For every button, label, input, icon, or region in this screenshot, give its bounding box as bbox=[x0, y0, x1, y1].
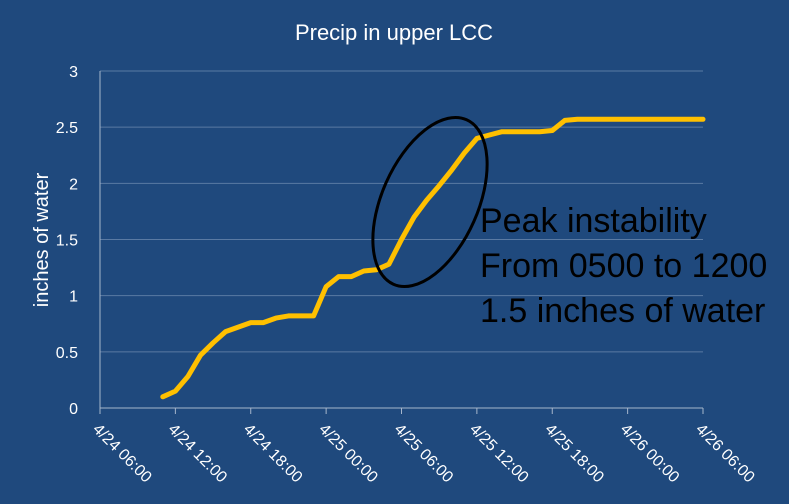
x-tick-label: 4/25 12:00 bbox=[466, 421, 532, 487]
x-tick-label: 4/25 18:00 bbox=[541, 421, 607, 487]
y-tick-label: 1.5 bbox=[56, 233, 78, 250]
series-layer bbox=[160, 116, 706, 400]
y-tick-label: 3 bbox=[69, 64, 78, 81]
series-line-precip bbox=[160, 116, 706, 400]
x-tick-label: 4/26 00:00 bbox=[617, 421, 683, 487]
y-axis-label: inches of water bbox=[31, 172, 53, 307]
x-tick-label: 4/26 06:00 bbox=[692, 421, 758, 487]
x-axis: 4/24 06:00 4/24 12:00 4/24 18:00 4/25 00:00… bbox=[89, 408, 758, 486]
chart-title: Precip in upper LCC bbox=[295, 20, 493, 45]
annotation-line-2: From 0500 to 1200 bbox=[480, 247, 767, 285]
x-tick-label: 4/24 12:00 bbox=[165, 421, 231, 487]
annotation-line-3: 1.5 inches of water bbox=[480, 292, 765, 330]
x-tick-label: 4/25 06:00 bbox=[391, 421, 457, 487]
x-tick-label: 4/24 18:00 bbox=[240, 421, 306, 487]
y-tick-label: 2 bbox=[69, 176, 78, 193]
y-tick-label: 0 bbox=[69, 401, 78, 418]
x-tick-label: 4/25 00:00 bbox=[315, 421, 381, 487]
y-axis: 0 0.5 1 1.5 2 2.5 3 bbox=[56, 64, 101, 418]
y-tick-label: 2.5 bbox=[56, 120, 78, 137]
y-tick-label: 1 bbox=[69, 289, 78, 306]
y-tick-label: 0.5 bbox=[56, 345, 78, 362]
x-tick-label: 4/24 06:00 bbox=[89, 421, 155, 487]
peak-instability-ellipse bbox=[371, 115, 489, 289]
annotation-line-1: Peak instability bbox=[480, 202, 707, 240]
